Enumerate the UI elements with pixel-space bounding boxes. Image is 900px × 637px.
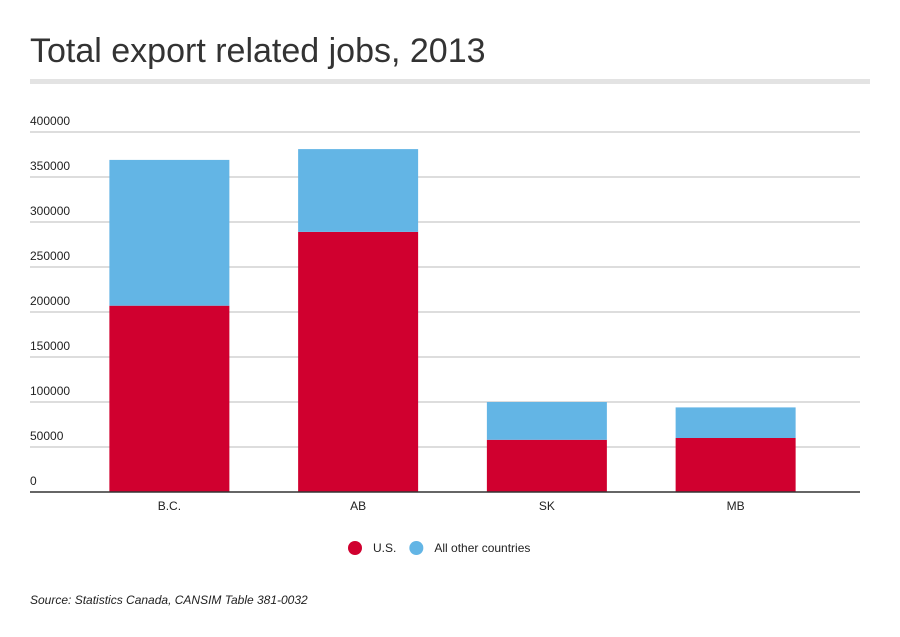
- y-tick-label: 250000: [30, 249, 70, 263]
- y-tick-label: 50000: [30, 429, 64, 443]
- y-tick-label: 0: [30, 474, 37, 488]
- title-rule: [30, 79, 870, 84]
- y-tick-label: 400000: [30, 114, 70, 128]
- y-tick-label: 350000: [30, 159, 70, 173]
- bar-segment: [109, 159, 230, 306]
- x-tick-label: B.C.: [158, 499, 181, 513]
- source-note: Source: Statistics Canada, CANSIM Table …: [30, 593, 308, 607]
- bar-segment: [298, 149, 419, 232]
- bar-segment: [675, 407, 796, 438]
- x-tick-label: MB: [727, 499, 745, 513]
- legend-marker: [348, 541, 362, 555]
- chart-title: Total export related jobs, 2013: [30, 32, 486, 70]
- y-tick-label: 200000: [30, 294, 70, 308]
- bar-segment: [298, 231, 419, 492]
- bar-segment: [486, 402, 607, 440]
- y-tick-label: 300000: [30, 204, 70, 218]
- bar-segment: [109, 305, 230, 492]
- legend-label: All other countries: [434, 541, 530, 555]
- y-tick-label: 100000: [30, 384, 70, 398]
- legend-label: U.S.: [373, 541, 396, 555]
- x-tick-label: SK: [539, 499, 555, 513]
- bar-segment: [486, 439, 607, 492]
- legend-marker: [409, 541, 424, 555]
- bar-segment: [675, 438, 796, 492]
- x-tick-label: AB: [350, 499, 366, 513]
- y-tick-label: 150000: [30, 339, 70, 353]
